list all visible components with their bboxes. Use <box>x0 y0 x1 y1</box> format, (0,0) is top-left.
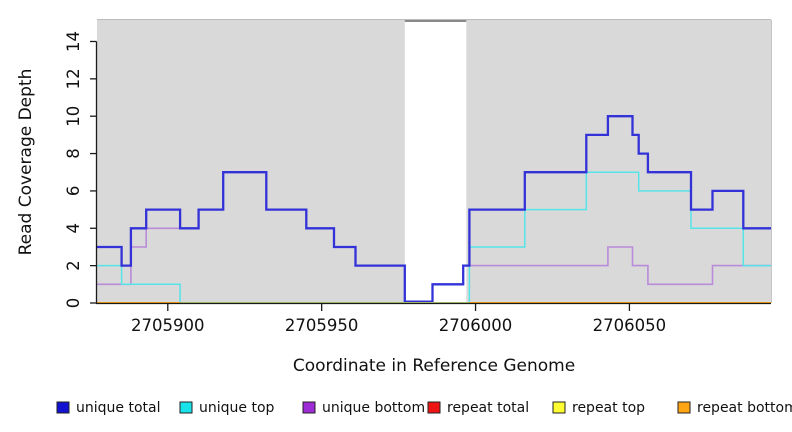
legend-label: repeat bottom <box>697 400 792 416</box>
legend-swatch <box>56 401 70 414</box>
legend-label: unique top <box>199 400 275 416</box>
legend: unique total unique top unique bottom repea… <box>56 400 792 416</box>
legend-swatch <box>179 401 193 414</box>
y-tick-label: 0 <box>64 298 83 309</box>
legend-item-repeat-top: repeat top <box>552 400 645 416</box>
y-tick-label: 10 <box>64 106 83 127</box>
legend-label: repeat total <box>447 400 529 416</box>
legend-item-repeat-total: repeat total <box>427 400 529 416</box>
legend-swatch <box>677 401 691 414</box>
series-unique-total-line <box>97 115 771 303</box>
plot-background-layer <box>97 19 772 303</box>
legend-item-unique-top: unique top <box>179 400 275 416</box>
legend-swatch <box>427 401 441 414</box>
axes-layer: 0 2 4 6 8 10 12 14 2705900 2705950 2706000 2706050 <box>64 31 771 335</box>
x-tick-label: 2705950 <box>285 316 359 335</box>
highlight-band <box>404 20 467 303</box>
legend-swatch <box>302 401 316 414</box>
legend-item-repeat-bottom: repeat bottom <box>677 400 792 416</box>
series-unique-top-line <box>97 171 771 304</box>
y-tick-label: 2 <box>64 260 83 271</box>
legend-label: unique total <box>76 400 160 416</box>
y-tick-label: 12 <box>64 68 83 89</box>
legend-swatch <box>552 401 566 414</box>
x-tick-label: 2706050 <box>593 316 667 335</box>
legend-label: repeat top <box>572 400 645 416</box>
y-tick-label: 6 <box>64 186 83 197</box>
y-tick-label: 8 <box>64 148 83 159</box>
x-axis-title: Coordinate in Reference Genome <box>293 356 575 376</box>
legend-item-unique-bottom: unique bottom <box>302 400 425 416</box>
legend-label: unique bottom <box>322 400 425 416</box>
y-tick-label: 4 <box>64 223 83 234</box>
x-tick-label: 2705900 <box>131 316 205 335</box>
x-tick-label: 2706000 <box>439 316 513 335</box>
legend-item-unique-total: unique total <box>56 400 160 416</box>
y-tick-label: 14 <box>64 31 83 52</box>
y-axis-title: Read Coverage Depth <box>16 69 36 256</box>
